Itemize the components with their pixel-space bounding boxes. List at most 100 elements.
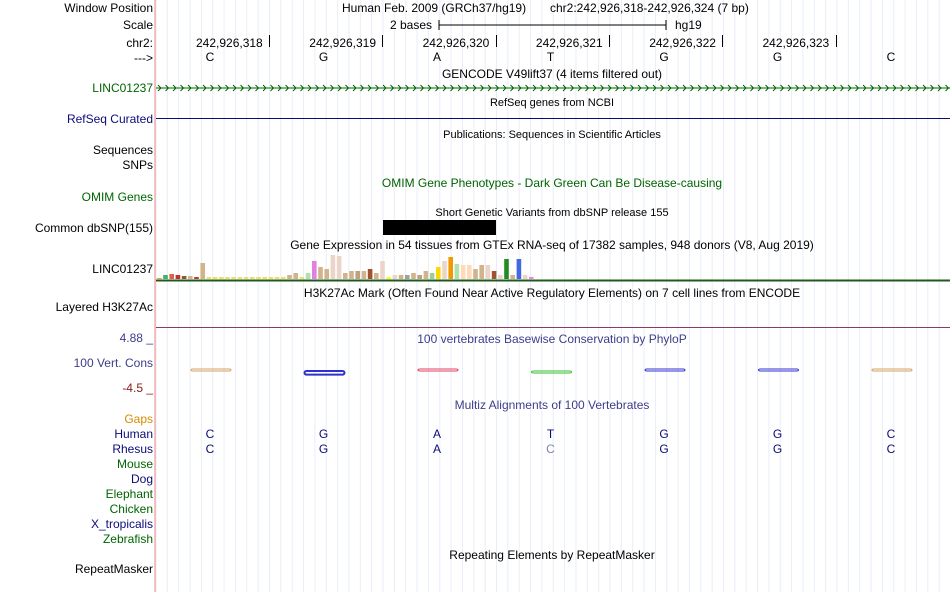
strand-chevron (510, 84, 515, 92)
phylop-graph[interactable] (156, 340, 950, 396)
strand-chevron (810, 84, 815, 92)
gtex-tissue-bar (169, 274, 174, 279)
strand-chevron (202, 84, 207, 92)
gtex-tissue-bar (374, 273, 379, 279)
gtex-tissue-bar (411, 273, 416, 279)
gtex-tissue-bar (231, 277, 236, 279)
gtex-tissue-bar (200, 263, 205, 279)
gtex-tissue-bar (163, 275, 168, 279)
snps-label[interactable]: SNPs (122, 158, 153, 172)
strand-chevron (930, 84, 935, 92)
h3k27ac-label[interactable]: Layered H3K27Ac (55, 300, 153, 314)
rhesus-aligned-base: C (886, 442, 896, 456)
omim-label[interactable]: OMIM Genes (81, 190, 153, 204)
strand-chevron (300, 84, 305, 92)
species-label[interactable]: Mouse (116, 457, 153, 471)
strand-chevron (645, 84, 650, 92)
ruler-tick-mark (608, 35, 610, 47)
strand-chevron (375, 84, 380, 92)
phylop-score (871, 368, 913, 372)
gtex-tissue-bar (188, 276, 193, 279)
species-label[interactable]: Dog (130, 472, 153, 486)
strand-chevron (900, 84, 905, 92)
strand-chevron (210, 84, 215, 92)
strand-chevron (840, 84, 845, 92)
strand-chevron (427, 84, 432, 92)
strand-chevron (525, 84, 530, 92)
species-label[interactable]: X_tropicalis (90, 517, 153, 531)
gtex-tissue-bar (243, 277, 249, 279)
gencode-title: GENCODE V49lift37 (4 items filtered out) (441, 67, 663, 81)
gtex-label[interactable]: LINC01237 (92, 262, 153, 276)
ruler-tick-mark (382, 35, 384, 47)
gtex-tissue-bar (417, 275, 422, 279)
omim-title: OMIM Gene Phenotypes - Dark Green Can Be… (381, 176, 723, 190)
strand-chevron (315, 84, 320, 92)
human-aligned-base: T (546, 427, 555, 441)
gtex-tissue-bar (299, 277, 305, 279)
strand-chevron (442, 84, 447, 92)
sequences-label[interactable]: Sequences (92, 143, 153, 157)
strand-chevron (480, 84, 485, 92)
phylop-title: 100 vertebrates Basewise Conservation by… (417, 332, 687, 346)
species-label[interactable]: Zebrafish (102, 532, 153, 546)
dbsnp-variant[interactable] (383, 220, 496, 235)
strand-chevron (495, 84, 500, 92)
strand-chevron (862, 84, 867, 92)
species-label[interactable]: Chicken (109, 502, 153, 516)
strand-chevron (165, 84, 170, 92)
phylop-score (531, 370, 572, 374)
phylop-score (303, 370, 346, 376)
refseq-gene-line[interactable] (156, 118, 950, 119)
ruler-tick-label: 242,926,323 (762, 36, 830, 50)
strand-chevron (637, 84, 642, 92)
ruler-tick-mark (269, 35, 270, 47)
gtex-tissue-bar (281, 277, 286, 279)
refseq-label[interactable]: RefSeq Curated (66, 112, 153, 126)
strand-chevron (757, 84, 762, 92)
ruler-tick-mark (722, 35, 724, 47)
species-label[interactable]: Elephant (105, 487, 153, 501)
window-position-label: Window Position (64, 1, 153, 15)
repeatmasker-label[interactable]: RepeatMasker (74, 562, 153, 576)
publications-title: Publications: Sequences in Scientific Ar… (443, 129, 661, 141)
phylop-score (644, 368, 686, 372)
strand-chevron (337, 84, 342, 92)
species-label[interactable]: Rhesus (112, 442, 153, 456)
gtex-tissue-bar (510, 275, 515, 279)
sequence-base: C (886, 50, 896, 64)
ruler-tick-label: 242,926,320 (422, 36, 490, 50)
strand-chevron (607, 84, 612, 92)
strand-chevron (195, 84, 200, 92)
species-label[interactable]: Human (114, 427, 153, 441)
gtex-tissue-bar (181, 276, 187, 279)
sequence-base: G (659, 50, 669, 64)
gtex-tissue-bar (386, 277, 391, 279)
gencode-gene-feature[interactable] (156, 82, 950, 94)
strand-chevron (217, 84, 222, 92)
gtex-tissue-bar (237, 277, 243, 279)
gtex-tissue-bar (157, 278, 162, 279)
strand-chevron (727, 84, 732, 92)
assembly-text: Human Feb. 2009 (GRCh37/hg19) (342, 1, 527, 15)
strand-chevron (322, 84, 327, 92)
strand-chevron (292, 84, 297, 92)
dbsnp-label[interactable]: Common dbSNP(155) (34, 221, 153, 235)
gtex-bar-graph[interactable] (156, 252, 950, 282)
strand-chevron (232, 84, 237, 92)
strand-chevron (517, 84, 522, 92)
strand-chevron (735, 84, 740, 92)
strand-chevron (787, 84, 792, 92)
phylop-score (417, 368, 459, 372)
strand-chevron (487, 84, 492, 92)
position-text[interactable]: chr2:242,926,318-242,926,324 (7 bp) (550, 1, 749, 15)
scale-bar (438, 20, 667, 30)
strand-chevron (240, 84, 245, 92)
gencode-label[interactable]: LINC01237 (92, 81, 153, 95)
gtex-tissue-bar (312, 261, 317, 279)
phylop-label[interactable]: 100 Vert. Cons (73, 356, 153, 370)
strand-chevron (225, 84, 230, 92)
strand-chevron (855, 84, 860, 92)
strand-chevron (345, 84, 350, 92)
ruler-tick-label: 242,926,319 (309, 36, 377, 50)
